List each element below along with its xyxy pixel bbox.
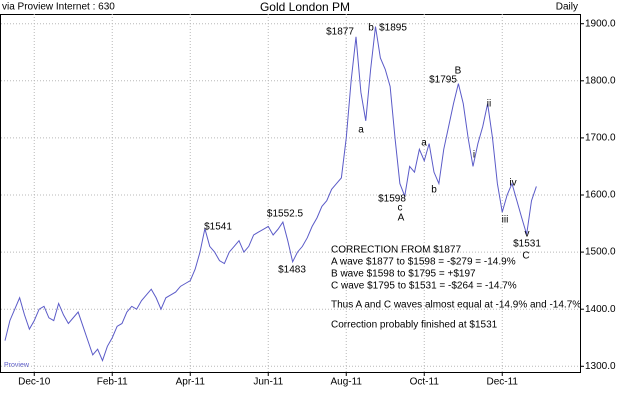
- annotation: $1483: [278, 265, 306, 276]
- annotation: c: [398, 203, 403, 214]
- price-line: [4, 26, 537, 362]
- y-tick-label: 1700.0: [585, 133, 616, 144]
- frequency: Daily: [556, 2, 578, 13]
- annotation: $1531: [513, 239, 541, 250]
- annotation: C: [522, 251, 529, 262]
- y-tick-label: 1500.0: [585, 247, 616, 258]
- annotation: $1552.5: [267, 209, 304, 220]
- annotation: i: [473, 150, 475, 161]
- annotation: $1795: [429, 75, 457, 86]
- annotation: iv: [509, 178, 516, 189]
- annotation: $1598: [378, 194, 406, 205]
- note: CORRECTION FROM $1877: [331, 245, 461, 256]
- annotation: $1895: [379, 23, 407, 34]
- x-tick-label: Aug-11: [330, 377, 362, 388]
- annotation: A: [398, 213, 405, 224]
- annotation: $1877: [326, 27, 354, 38]
- annotation: iii: [502, 215, 509, 226]
- x-tick-label: Dec-10: [18, 377, 51, 388]
- annotation: v: [525, 229, 530, 240]
- note: Correction probably finished at $1531: [331, 320, 498, 331]
- note: Thus A and C waves almost equal at -14.9…: [331, 300, 581, 311]
- plot-frame: [0, 14, 581, 373]
- y-tick-label: 1900.0: [585, 18, 616, 29]
- y-tick-label: 1800.0: [585, 75, 616, 86]
- x-tick-label: Apr-11: [176, 377, 206, 388]
- x-tick-label: Oct-11: [410, 377, 440, 388]
- annotation: a: [358, 125, 364, 136]
- x-tick-label: Dec-11: [487, 377, 519, 388]
- annotation: B: [455, 66, 462, 77]
- annotation: b: [368, 23, 374, 34]
- chart-title: Gold London PM: [260, 0, 350, 14]
- y-tick-label: 1400.0: [585, 304, 616, 315]
- annotation: ii: [487, 99, 491, 110]
- note: C wave $1795 to $1531 = -$264 = -14.7%: [331, 281, 517, 292]
- x-tick-label: Feb-11: [97, 377, 128, 388]
- annotation: b: [431, 185, 437, 196]
- note: A wave $1877 to $1598 = -$279 = -14.9%: [331, 257, 516, 268]
- watermark: Proview: [4, 362, 30, 369]
- source: via Proview Internet : 630: [2, 2, 115, 13]
- x-tick-label: Jun-11: [253, 377, 283, 388]
- y-tick-label: 1300.0: [585, 361, 616, 372]
- annotation: a: [421, 138, 427, 149]
- note: B wave $1598 to $1795 = +$197: [331, 269, 476, 280]
- annotation: $1541: [204, 222, 232, 233]
- y-tick-label: 1600.0: [585, 190, 616, 201]
